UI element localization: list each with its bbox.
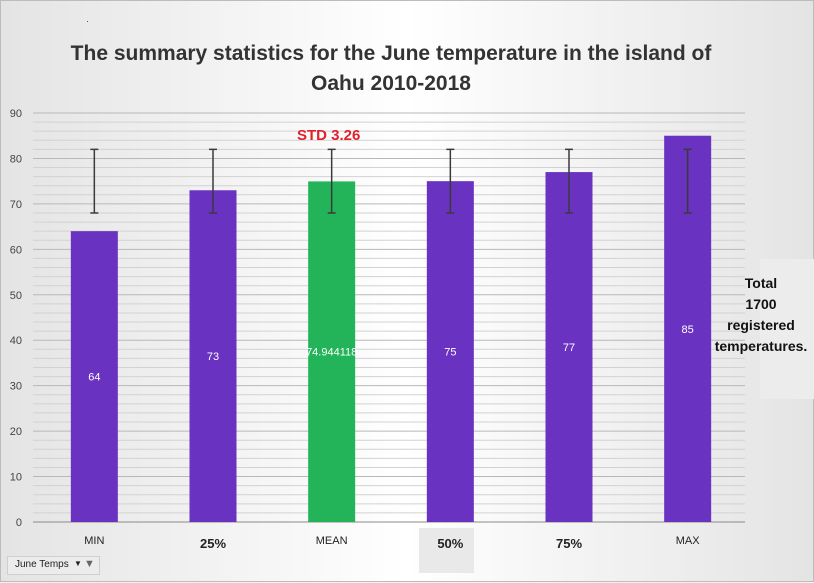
std-annotation: STD 3.26 xyxy=(297,127,361,144)
y-tick-label: 60 xyxy=(10,244,22,256)
y-tick-label: 40 xyxy=(10,335,22,347)
note-line: temperatures. xyxy=(714,338,808,354)
note-line: Total xyxy=(744,275,778,291)
y-tick-label: 0 xyxy=(16,517,22,529)
y-tick-label: 80 xyxy=(10,153,22,165)
y-tick-label: 10 xyxy=(10,472,22,484)
june-temps-filter-button[interactable]: June Temps ▼ ▼ xyxy=(7,556,100,575)
note-background xyxy=(760,259,814,399)
data-label: 73 xyxy=(207,351,219,363)
y-tick-label: 50 xyxy=(10,290,22,302)
total-note: Total 1700 registered temperatures. xyxy=(701,273,814,357)
data-label: 85 xyxy=(682,324,694,336)
x-tick-label: 75% xyxy=(556,536,582,551)
x-tick-label: MIN xyxy=(84,535,104,547)
data-label: 64 xyxy=(88,372,100,384)
y-tick-label: 70 xyxy=(10,199,22,211)
y-tick-label: 30 xyxy=(10,381,22,393)
chart-title: The summary statistics for the June temp… xyxy=(70,42,712,95)
bar-mean xyxy=(308,181,356,522)
bar-25-pct xyxy=(189,190,237,522)
bar-75-pct xyxy=(545,172,593,523)
bar-50-pct xyxy=(426,181,474,522)
y-tick-label: 20 xyxy=(10,426,22,438)
note-line: 1700 xyxy=(745,296,777,312)
x-tick-label: 25% xyxy=(200,536,226,551)
filter-label: June Temps xyxy=(15,559,69,570)
bar-min xyxy=(70,231,118,522)
corner-dot xyxy=(87,21,88,22)
note-line: registered xyxy=(727,317,795,333)
x-tick-label: 50% xyxy=(437,536,463,551)
data-label: 75 xyxy=(444,347,456,359)
data-label: 74.944118 xyxy=(306,347,357,359)
x-tick-label: MEAN xyxy=(316,535,348,547)
funnel-icon: ▼ xyxy=(84,558,95,570)
y-tick-label: 90 xyxy=(10,108,22,120)
category-highlight xyxy=(419,528,474,573)
data-label: 77 xyxy=(563,342,575,354)
x-tick-label: MAX xyxy=(676,535,701,547)
dropdown-arrow-icon: ▼ xyxy=(74,559,82,568)
